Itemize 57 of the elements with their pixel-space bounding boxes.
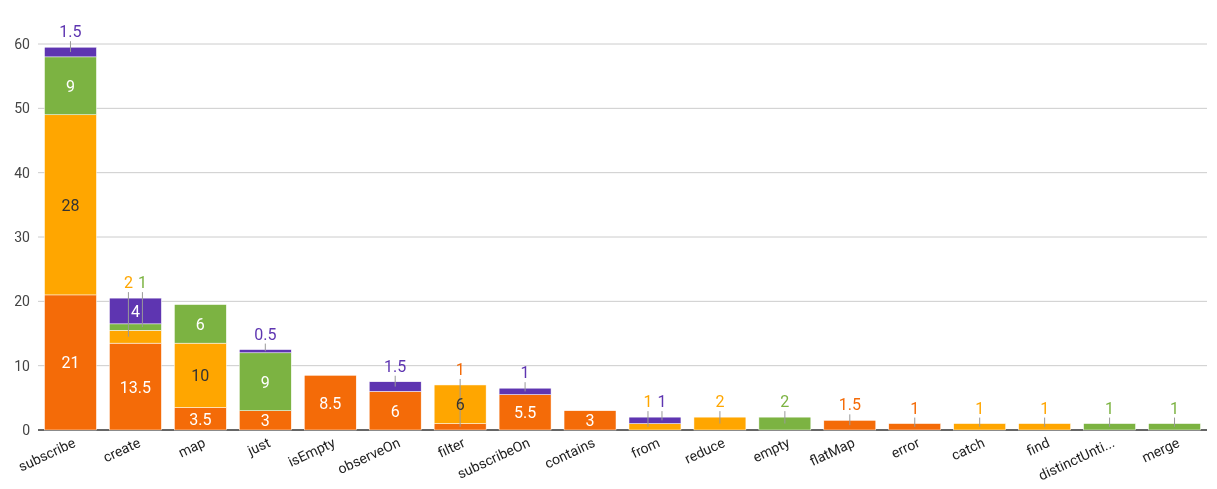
bar [693, 416, 747, 431]
x-tick-label: from [628, 434, 663, 462]
data-label: 2 [123, 273, 133, 293]
data-label: 1.5 [838, 395, 861, 415]
data-label: 6 [390, 401, 400, 421]
data-label: 3 [585, 411, 595, 431]
data-label: 1 [455, 359, 465, 379]
bar [304, 375, 357, 431]
x-tick-label: catch [948, 434, 987, 464]
y-tick-label: 10 [14, 357, 31, 374]
data-label: 0.5 [254, 324, 277, 344]
data-label: 3 [260, 411, 270, 431]
x-tick-label: just [244, 434, 273, 459]
data-label: 2 [780, 392, 790, 412]
y-tick-label: 50 [14, 100, 31, 117]
bar [1083, 423, 1136, 431]
y-tick-label: 40 [14, 164, 31, 181]
y-tick-label: 30 [14, 229, 31, 245]
x-tick-label: empty [750, 434, 793, 466]
data-label: 1 [137, 273, 147, 293]
data-label: 9 [65, 76, 75, 96]
bar [563, 410, 617, 431]
x-tick-label: error [888, 434, 923, 462]
data-label: 1 [657, 392, 667, 412]
data-label: 4 [130, 301, 140, 321]
y-tick-label: 60 [14, 36, 31, 52]
bar [758, 416, 812, 431]
data-label: 8.5 [319, 393, 342, 413]
data-label: 21 [61, 353, 80, 373]
data-label: 13.5 [119, 377, 152, 397]
data-label: 6 [455, 395, 465, 415]
data-label: 1 [1105, 398, 1115, 418]
data-label: 10 [191, 366, 210, 386]
y-tick-label: 0 [22, 422, 31, 438]
bar [823, 420, 877, 431]
bar [1148, 423, 1201, 431]
data-label: 1 [975, 398, 985, 418]
y-tick-label: 20 [14, 293, 31, 310]
data-label: 2 [715, 392, 725, 412]
data-label: 1.5 [59, 22, 82, 42]
x-tick-label: merge [1139, 434, 1182, 466]
data-label: 1 [1170, 398, 1180, 418]
data-label: 1.5 [384, 356, 407, 376]
data-label: 1 [910, 398, 920, 418]
data-label: 1 [643, 392, 653, 412]
bar [888, 423, 941, 431]
x-tick-label: create [100, 434, 143, 466]
data-label: 3.5 [189, 409, 212, 429]
data-label: 1 [1040, 398, 1050, 418]
data-label: 28 [61, 195, 80, 215]
data-label: 1 [520, 363, 530, 383]
x-tick-label: map [175, 434, 208, 461]
data-label: 5.5 [513, 403, 537, 423]
data-label: 6 [195, 314, 205, 334]
bar [953, 423, 1006, 431]
data-label: 9 [260, 372, 270, 392]
bar [1018, 423, 1071, 431]
